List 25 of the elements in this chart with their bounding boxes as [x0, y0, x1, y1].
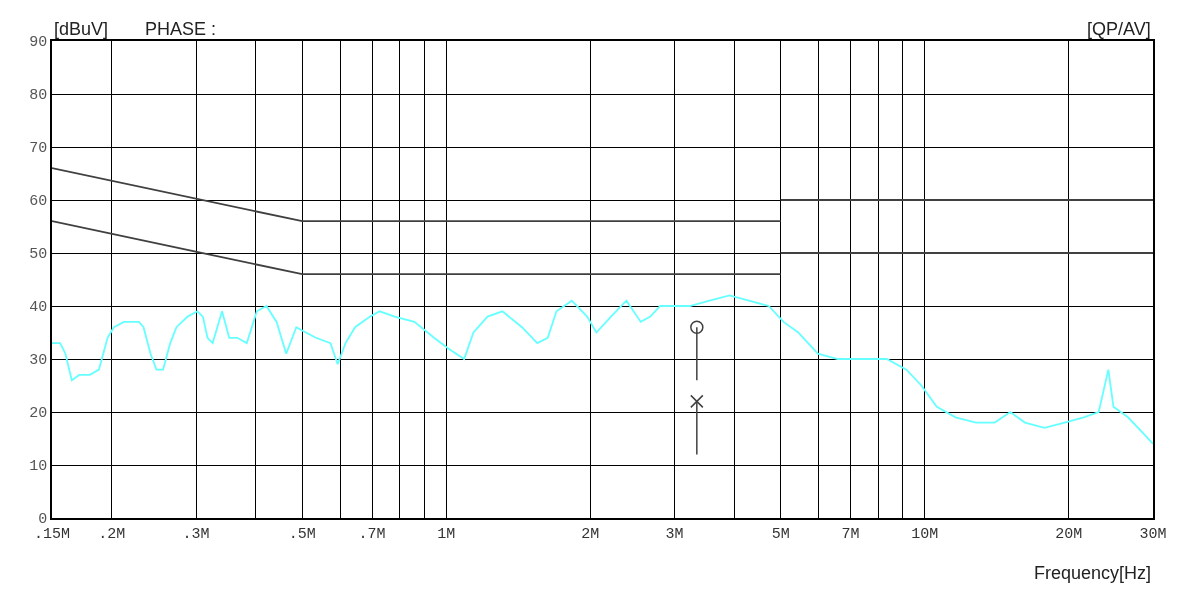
- y-tick-label: 30: [29, 352, 48, 370]
- x-tick-label: 1M: [437, 525, 456, 543]
- x-tick-label: 3M: [665, 525, 684, 543]
- x-tick-label: .2M: [98, 525, 126, 543]
- y-axis-title: [dBuV]: [54, 19, 109, 39]
- text: PHASE :: [145, 19, 217, 39]
- y-tick-label: 20: [29, 405, 48, 423]
- y-tick-label: 80: [29, 87, 48, 105]
- y-tick-label: 70: [29, 140, 48, 158]
- y-tick-label: 50: [29, 246, 48, 264]
- x-tick-label: 30M: [1139, 525, 1167, 543]
- y-tick-label: 60: [29, 193, 48, 211]
- y-tick-label: 40: [29, 299, 48, 317]
- x-tick-label: 5M: [771, 525, 790, 543]
- x-tick-label: 10M: [911, 525, 939, 543]
- x-tick-label: 2M: [581, 525, 600, 543]
- y-tick-label: 10: [29, 458, 48, 476]
- x-tick-label: .5M: [288, 525, 316, 543]
- x-tick-label: .7M: [358, 525, 386, 543]
- y-tick-label: 90: [29, 34, 48, 52]
- text: [QP/AV]: [1087, 19, 1151, 39]
- x-tick-label: 7M: [841, 525, 860, 543]
- x-axis-title: Frequency[Hz]: [1034, 563, 1152, 583]
- x-tick-label: 20M: [1055, 525, 1083, 543]
- x-tick-label: .3M: [182, 525, 210, 543]
